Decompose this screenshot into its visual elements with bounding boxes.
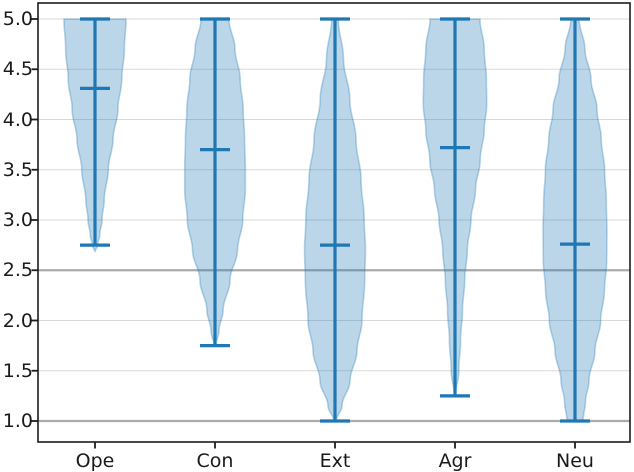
violin-stat-lines (80, 17, 590, 423)
y-tick-label: 2.0 (2, 309, 33, 332)
y-tick-label: 4.5 (2, 58, 33, 81)
y-tick-label: 3.5 (2, 158, 33, 181)
x-tick-label-neu: Neu (556, 450, 594, 472)
x-tick-label-agr: Agr (438, 450, 472, 472)
y-tick-label: 5.0 (2, 8, 33, 30)
y-tick-label: 4.0 (2, 108, 33, 131)
axes-frame (31, 2, 631, 449)
x-tick-label-ext: Ext (319, 450, 351, 472)
y-tick-label: 3.0 (2, 209, 33, 231)
y-tick-label: 1.5 (2, 359, 33, 382)
plot-border (37, 2, 631, 443)
y-tick-label: 1.0 (2, 410, 33, 432)
x-tick-label-ope: Ope (75, 450, 115, 472)
x-tick-label-con: Con (196, 450, 234, 472)
y-tick-label: 2.5 (2, 259, 33, 282)
